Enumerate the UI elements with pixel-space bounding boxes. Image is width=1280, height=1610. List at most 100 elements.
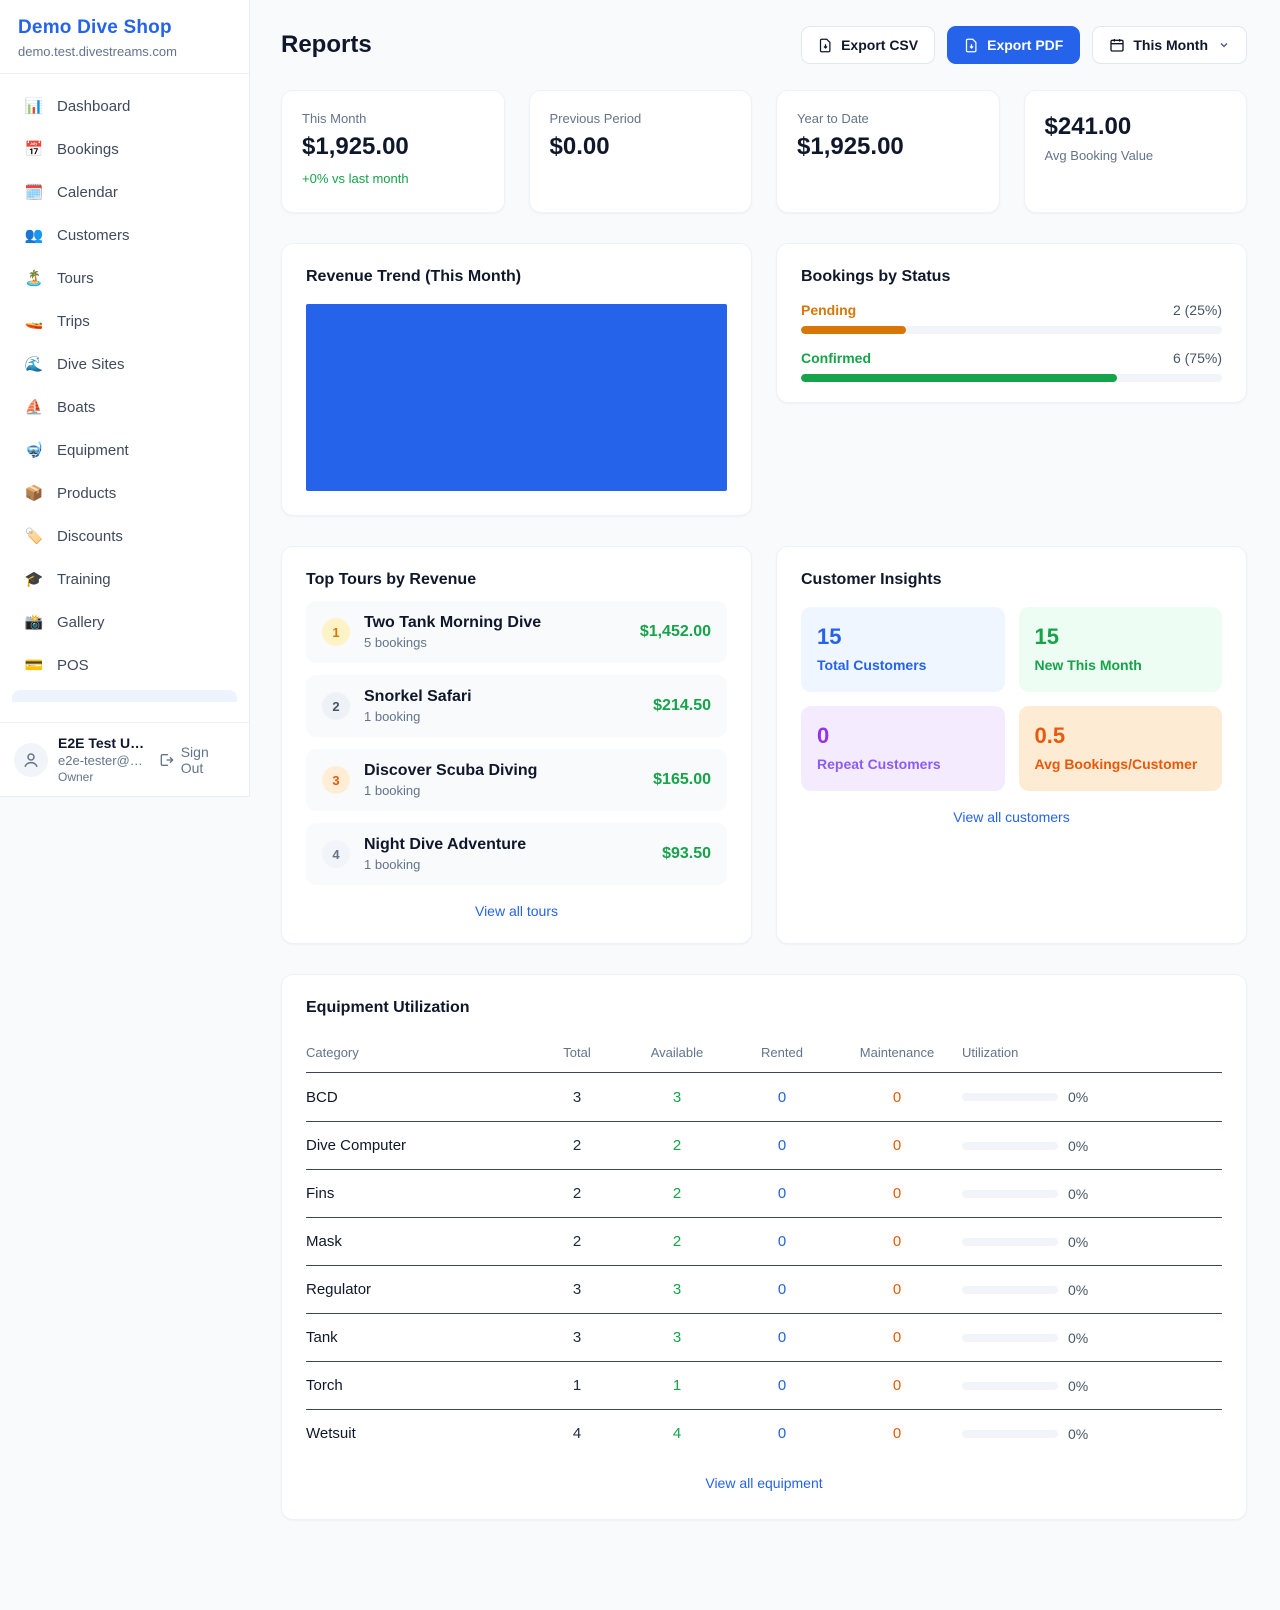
sidebar-item-dashboard[interactable]: 📊 Dashboard	[12, 88, 237, 124]
avatar	[14, 742, 48, 777]
sailboat-icon: ⛵	[24, 399, 44, 416]
table-row: Tank 3 3 0 0 0%	[306, 1313, 1222, 1361]
top-tours-card: Top Tours by Revenue 1 Two Tank Morning …	[281, 546, 752, 944]
table-row: Mask 2 2 0 0 0%	[306, 1217, 1222, 1265]
sidebar-item-equipment[interactable]: 🤿 Equipment	[12, 432, 237, 468]
sidebar-item-trips[interactable]: 🚤 Trips	[12, 303, 237, 339]
speedboat-icon: 🚤	[24, 313, 44, 330]
sidebar-item-label: POS	[57, 656, 89, 674]
equipment-maintenance: 0	[892, 1377, 902, 1394]
sidebar-item-calendar[interactable]: 🗓️ Calendar	[12, 174, 237, 210]
utilization-bar-track	[962, 1429, 1058, 1438]
sidebar-item-reports-active-clipped[interactable]	[12, 690, 237, 702]
sign-out-button[interactable]: Sign Out	[158, 744, 235, 776]
sidebar-item-training[interactable]: 🎓 Training	[12, 561, 237, 597]
revenue-trend-card: Revenue Trend (This Month)	[281, 243, 752, 516]
sidebar-item-label: Customers	[57, 226, 130, 244]
stat-card-previous-period: Previous Period $0.00	[528, 90, 752, 213]
tile-label: Avg Bookings/Customer	[1034, 756, 1198, 772]
file-download-icon	[819, 38, 831, 52]
rank-badge: 3	[322, 766, 350, 794]
column-header-rented: Rented	[761, 1045, 803, 1060]
view-all-tours-link[interactable]: View all tours	[474, 903, 558, 919]
tile-value: 15	[1034, 624, 1059, 649]
utilization-percent: 0%	[1068, 1137, 1089, 1154]
revenue-trend-title: Revenue Trend (This Month)	[306, 268, 522, 285]
wave-icon: 🌊	[24, 356, 44, 373]
tour-row: 2 Snorkel Safari 1 booking $214.50	[306, 675, 727, 737]
sidebar-item-products[interactable]: 📦 Products	[12, 475, 237, 511]
dashboard-icon: 📊	[24, 98, 44, 115]
equipment-total: 4	[572, 1425, 582, 1442]
tour-amount: $165.00	[653, 771, 711, 788]
main-content: Reports Export CSV Export PDF This Month	[250, 0, 1280, 1520]
brand-block: Demo Dive Shop demo.test.divestreams.com	[0, 0, 249, 74]
export-csv-button[interactable]: Export CSV	[801, 26, 936, 64]
export-pdf-label: Export PDF	[987, 37, 1064, 53]
equipment-utilization-cell: 0%	[962, 1378, 1222, 1394]
utilization-percent: 0%	[1068, 1329, 1089, 1346]
status-bar-fill-confirmed	[801, 374, 1117, 382]
user-panel: E2E Test U… e2e-tester@… Owner Sign Out	[0, 722, 249, 796]
equipment-rented: 0	[777, 1185, 787, 1202]
sidebar-item-boats[interactable]: ⛵ Boats	[12, 389, 237, 425]
equipment-available: 3	[672, 1281, 682, 1298]
middle-row: Top Tours by Revenue 1 Two Tank Morning …	[281, 546, 1247, 944]
view-all-equipment-link[interactable]: View all equipment	[705, 1475, 823, 1491]
brand-title[interactable]: Demo Dive Shop	[18, 17, 172, 38]
page-title: Reports	[281, 31, 372, 58]
tour-name: Night Dive Adventure	[364, 836, 527, 853]
stat-value: $0.00	[549, 133, 610, 160]
page-header: Reports Export CSV Export PDF This Month	[281, 26, 1247, 64]
diving-mask-icon: 🤿	[24, 442, 44, 459]
utilization-bar-track	[962, 1381, 1058, 1390]
sidebar-item-gallery[interactable]: 📸 Gallery	[12, 604, 237, 640]
equipment-available: 4	[672, 1425, 682, 1442]
sidebar-item-label: Bookings	[57, 140, 119, 158]
insight-tile-avg-bookings: 0.5 Avg Bookings/Customer	[1018, 706, 1222, 791]
table-row: BCD 3 3 0 0 0%	[306, 1073, 1222, 1121]
equipment-total: 3	[572, 1329, 582, 1346]
utilization-percent: 0%	[1068, 1425, 1089, 1442]
sidebar-item-pos[interactable]: 💳 POS	[12, 647, 237, 683]
sign-out-label: Sign Out	[180, 743, 209, 776]
sidebar-item-label: Trips	[57, 312, 90, 330]
column-header-category: Category	[306, 1045, 359, 1060]
camera-icon: 📸	[24, 614, 44, 631]
export-pdf-button[interactable]: Export PDF	[947, 26, 1081, 64]
sidebar-item-label: Calendar	[57, 183, 118, 201]
equipment-available: 2	[672, 1233, 682, 1250]
tour-name: Two Tank Morning Dive	[364, 614, 542, 631]
utilization-bar-track	[962, 1285, 1058, 1294]
equipment-total: 3	[572, 1281, 582, 1298]
tour-amount: $1,452.00	[639, 623, 711, 640]
stat-card-year-to-date: Year to Date $1,925.00	[776, 90, 1000, 213]
stat-value: $1,925.00	[797, 133, 904, 160]
sidebar-item-label: Training	[57, 570, 111, 588]
sign-out-icon	[160, 753, 174, 766]
sidebar-item-bookings[interactable]: 📅 Bookings	[12, 131, 237, 167]
sidebar-item-tours[interactable]: 🏝️ Tours	[12, 260, 237, 296]
tile-label: Repeat Customers	[817, 756, 941, 772]
sidebar-item-dive-sites[interactable]: 🌊 Dive Sites	[12, 346, 237, 382]
stat-label: This Month	[302, 111, 367, 126]
stat-label: Year to Date	[797, 111, 869, 126]
period-dropdown[interactable]: This Month	[1092, 26, 1247, 64]
equipment-available: 2	[672, 1137, 682, 1154]
view-all-customers-link[interactable]: View all customers	[953, 809, 1070, 825]
equipment-category: Tank	[306, 1329, 338, 1346]
sidebar-item-discounts[interactable]: 🏷️ Discounts	[12, 518, 237, 554]
equipment-category: BCD	[306, 1088, 338, 1106]
equipment-rented: 0	[777, 1377, 787, 1394]
file-download-icon	[965, 38, 977, 52]
sidebar-item-customers[interactable]: 👥 Customers	[12, 217, 237, 253]
insight-tiles: 15 Total Customers 15 New This Month 0 R…	[801, 607, 1222, 791]
tour-amount: $214.50	[653, 697, 711, 714]
equipment-available: 3	[672, 1329, 682, 1346]
customer-insights-title: Customer Insights	[801, 571, 942, 588]
utilization-percent: 0%	[1068, 1185, 1089, 1202]
equipment-table-header: Category Total Available Rented Maintena…	[306, 1033, 1222, 1073]
table-row: Dive Computer 2 2 0 0 0%	[306, 1121, 1222, 1169]
stats-row: This Month $1,925.00 +0% vs last month P…	[281, 90, 1247, 213]
equipment-category: Fins	[306, 1185, 335, 1202]
